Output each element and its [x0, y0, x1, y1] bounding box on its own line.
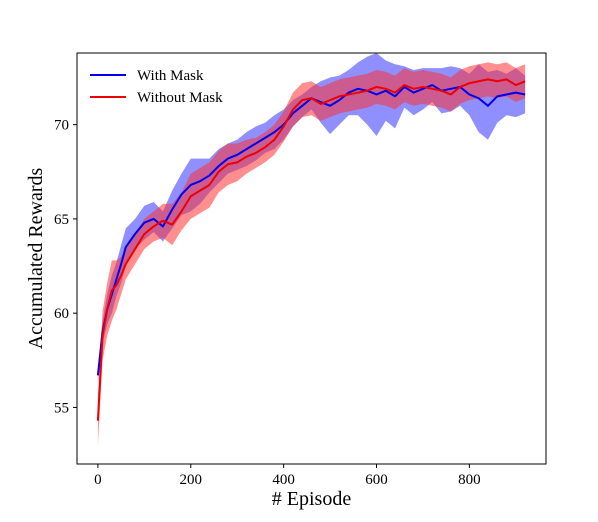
- plot-frame: [76, 52, 547, 465]
- x-tick-label: 400: [272, 472, 295, 488]
- confidence-bands: [97, 53, 526, 446]
- y-tick-label: 70: [54, 118, 69, 134]
- x-tick-label: 200: [180, 472, 203, 488]
- y-tick-label: 60: [54, 306, 69, 322]
- x-axis-title: # Episode: [272, 488, 352, 510]
- legend: With Mask Without Mask: [90, 68, 223, 106]
- y-tick-label: 65: [54, 212, 69, 228]
- x-tick-label: 0: [94, 472, 102, 488]
- legend-label-without-mask: Without Mask: [137, 90, 223, 106]
- y-tick-label: 55: [54, 400, 69, 416]
- y-axis-title: Accumulated Rewards: [25, 167, 47, 349]
- x-axis-ticks: 0 200 400 600 800: [94, 464, 481, 488]
- line-with-mask: [96, 84, 526, 376]
- x-tick-label: 600: [365, 472, 388, 488]
- series-lines: [96, 78, 526, 421]
- x-tick-label: 800: [458, 472, 481, 488]
- y-axis-ticks: 55 60 65 70: [54, 118, 77, 416]
- legend-label-with-mask: With Mask: [137, 68, 204, 84]
- line-without-mask: [96, 78, 526, 421]
